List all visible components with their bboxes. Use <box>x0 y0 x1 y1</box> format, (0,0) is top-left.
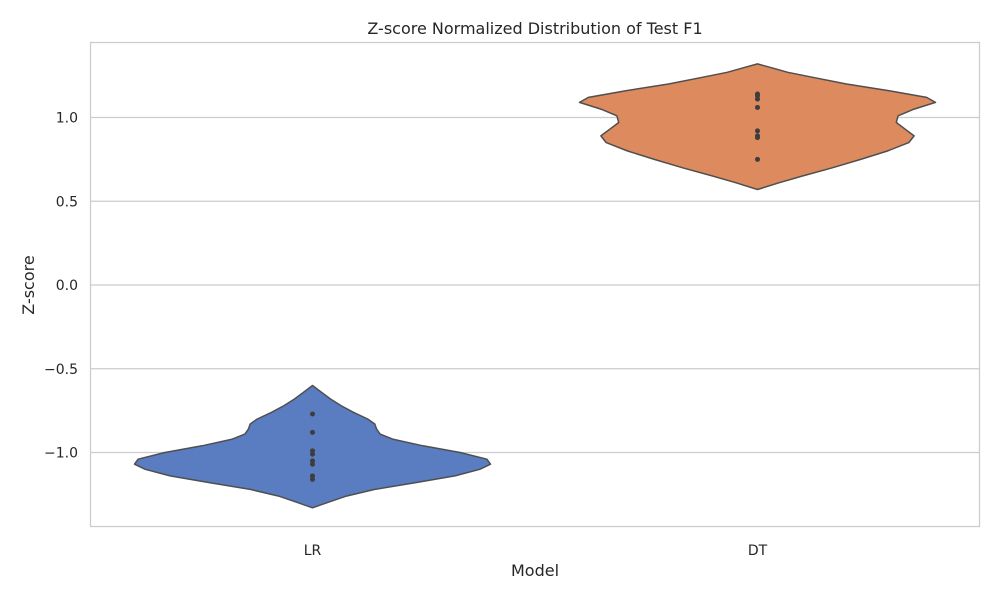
y-tick-label: 0.5 <box>56 194 78 210</box>
y-tick-labels: 1.0 0.5 0.0 −0.5 −1.0 <box>44 111 78 462</box>
data-point <box>310 429 315 435</box>
violins <box>133 63 937 509</box>
y-axis-label: Z-score <box>19 255 38 314</box>
x-tick-labels: LR DT <box>304 543 768 559</box>
data-point <box>755 96 760 102</box>
y-tick-label: 0.0 <box>56 278 78 294</box>
y-tick-label: −0.5 <box>44 362 78 378</box>
data-point <box>755 156 760 162</box>
data-point <box>310 451 315 457</box>
violin-lr <box>133 384 492 509</box>
data-point <box>755 128 760 134</box>
y-tick-label: 1.0 <box>56 111 78 127</box>
x-tick-label: LR <box>304 543 322 559</box>
y-tick-label: −1.0 <box>44 446 78 462</box>
x-tick-label: DT <box>748 543 768 559</box>
data-point <box>310 476 315 482</box>
data-point <box>755 104 760 110</box>
data-point <box>310 461 315 467</box>
data-point <box>310 411 315 417</box>
chart-title: Z-score Normalized Distribution of Test … <box>367 19 702 38</box>
violin-dt <box>578 63 937 191</box>
x-axis-label: Model <box>511 561 559 580</box>
data-point <box>755 135 760 141</box>
